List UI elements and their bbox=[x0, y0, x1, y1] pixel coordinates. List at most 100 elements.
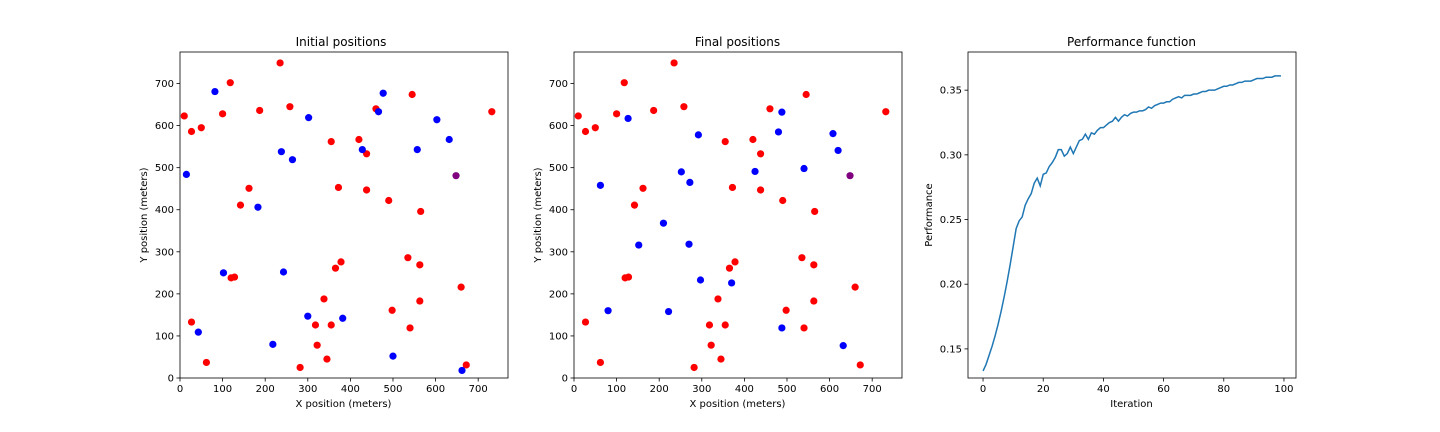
performance-xlabel: Iteration bbox=[1110, 399, 1152, 410]
point-blue-15 bbox=[269, 340, 277, 348]
point-red-28 bbox=[717, 355, 725, 363]
point-blue-9 bbox=[728, 279, 736, 287]
final-positions-panel: Final positions X position (meters) Y po… bbox=[533, 35, 903, 410]
x-tick-label: 0 bbox=[571, 384, 577, 395]
point-red-10 bbox=[721, 138, 729, 146]
point-blue-5 bbox=[659, 219, 668, 227]
point-blue-16 bbox=[829, 130, 837, 138]
y-tick-label: 0 bbox=[562, 374, 568, 385]
point-red-34 bbox=[800, 324, 808, 332]
point-blue-0 bbox=[182, 170, 190, 179]
point-red-1 bbox=[187, 127, 196, 136]
x-tick-label: 400 bbox=[735, 384, 754, 395]
x-tick-label: 200 bbox=[650, 384, 669, 395]
point-red-27 bbox=[714, 295, 722, 303]
point-red-3 bbox=[613, 110, 621, 118]
x-tick-label: 40 bbox=[1097, 384, 1110, 395]
y-tick-label: 0.15 bbox=[940, 344, 962, 355]
y-tick-label: 300 bbox=[155, 247, 174, 258]
axes-frame bbox=[573, 51, 903, 379]
point-red-7 bbox=[286, 103, 294, 111]
initial-positions-xlabel: X position (meters) bbox=[296, 399, 392, 410]
point-red-31 bbox=[337, 258, 345, 266]
point-blue-3 bbox=[677, 168, 685, 176]
point-red-12 bbox=[355, 135, 363, 144]
point-blue-16 bbox=[304, 312, 312, 320]
y-tick-label: 400 bbox=[155, 205, 174, 216]
point-red-32 bbox=[782, 306, 790, 314]
point-red-18 bbox=[811, 207, 819, 216]
final-positions-xlabel: X position (meters) bbox=[690, 399, 786, 410]
y-tick-label: 700 bbox=[549, 79, 568, 90]
point-red-33 bbox=[798, 254, 806, 262]
final-positions-ylabel: Y position (meters) bbox=[533, 167, 544, 263]
point-red-4 bbox=[226, 79, 234, 87]
point-red-5 bbox=[256, 106, 264, 115]
point-blue-14 bbox=[751, 167, 759, 176]
point-red-26 bbox=[313, 341, 321, 349]
y-tick-label: 400 bbox=[549, 205, 568, 216]
point-blue-10 bbox=[604, 307, 612, 315]
initial-positions-panel: Initial positions X position (meters) Y … bbox=[139, 35, 509, 410]
x-tick-label: 60 bbox=[1157, 384, 1170, 395]
point-red-26 bbox=[707, 341, 715, 349]
point-purple-0 bbox=[452, 172, 460, 180]
point-purple-0 bbox=[846, 172, 854, 180]
x-tick-label: 0 bbox=[980, 384, 986, 395]
point-blue-4 bbox=[288, 156, 297, 164]
point-red-35 bbox=[810, 261, 818, 269]
point-blue-13 bbox=[279, 268, 288, 276]
point-red-32 bbox=[388, 306, 396, 314]
point-blue-19 bbox=[839, 342, 847, 350]
y-tick-label: 200 bbox=[155, 289, 174, 300]
x-tick-label: 700 bbox=[863, 384, 882, 395]
point-red-13 bbox=[756, 150, 765, 158]
point-red-5 bbox=[650, 106, 658, 115]
y-tick-label: 100 bbox=[549, 331, 568, 342]
point-red-37 bbox=[851, 283, 859, 291]
point-blue-2 bbox=[596, 181, 605, 189]
point-red-9 bbox=[236, 201, 245, 209]
x-tick-label: 600 bbox=[820, 384, 839, 395]
point-red-20 bbox=[581, 318, 590, 326]
point-red-23 bbox=[230, 273, 239, 281]
x-tick-label: 300 bbox=[692, 384, 711, 395]
x-tick-label: 700 bbox=[469, 384, 488, 395]
x-tick-label: 500 bbox=[383, 384, 402, 395]
point-red-3 bbox=[219, 110, 227, 118]
point-red-28 bbox=[323, 355, 331, 363]
point-red-14 bbox=[756, 186, 765, 194]
y-tick-label: 600 bbox=[155, 121, 174, 132]
point-red-2 bbox=[197, 124, 205, 132]
point-red-23 bbox=[624, 273, 633, 281]
point-red-16 bbox=[385, 196, 393, 205]
point-blue-7 bbox=[374, 108, 383, 116]
point-blue-8 bbox=[379, 89, 387, 97]
point-red-19 bbox=[882, 108, 890, 116]
x-tick-label: 80 bbox=[1217, 384, 1230, 395]
point-red-10 bbox=[327, 138, 335, 146]
point-red-4 bbox=[620, 79, 628, 87]
performance-ylabel: Performance bbox=[924, 183, 935, 246]
point-blue-19 bbox=[458, 366, 466, 375]
point-red-17 bbox=[408, 90, 416, 99]
point-blue-1 bbox=[211, 87, 219, 96]
point-blue-1 bbox=[694, 131, 702, 139]
point-red-25 bbox=[705, 321, 714, 329]
performance-panel: Performance function Iteration Performan… bbox=[924, 35, 1297, 410]
y-tick-label: 700 bbox=[155, 79, 174, 90]
y-tick-label: 0.20 bbox=[940, 280, 962, 291]
point-red-36 bbox=[416, 297, 424, 305]
point-red-30 bbox=[331, 264, 340, 272]
x-tick-label: 400 bbox=[341, 384, 360, 395]
point-red-24 bbox=[690, 363, 698, 372]
point-red-7 bbox=[680, 103, 688, 111]
x-tick-label: 100 bbox=[607, 384, 626, 395]
performance-title: Performance function bbox=[1067, 35, 1196, 49]
y-tick-label: 0.35 bbox=[940, 86, 962, 97]
point-red-34 bbox=[406, 324, 414, 332]
point-red-12 bbox=[749, 135, 757, 144]
initial-positions-title: Initial positions bbox=[296, 35, 387, 49]
axes-frame bbox=[967, 51, 1297, 379]
point-red-9 bbox=[630, 201, 639, 209]
